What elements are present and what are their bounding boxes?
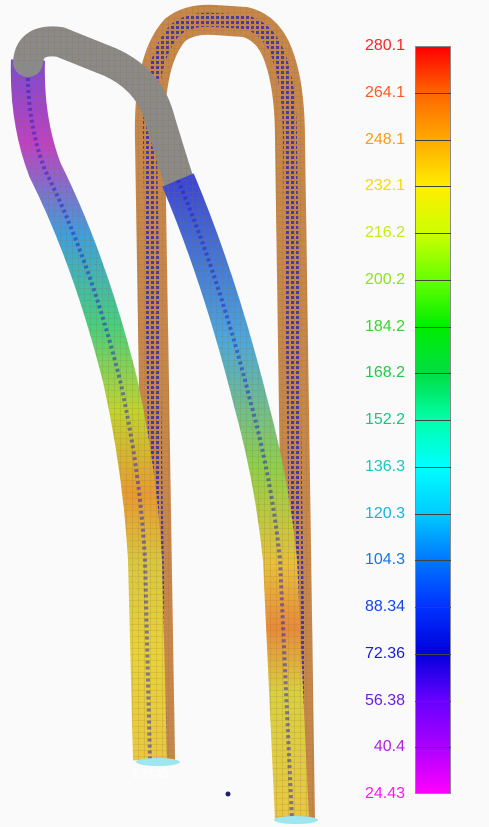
legend-label: 24.43 xyxy=(364,785,405,802)
legend-label: 56.38 xyxy=(364,691,405,709)
legend-label: 40.4 xyxy=(373,738,405,756)
legend-tick xyxy=(415,747,451,749)
legend-label: 264.1 xyxy=(364,83,405,101)
legend-label: 200.2 xyxy=(364,270,405,288)
legend-tick xyxy=(415,233,451,234)
legend-label: 104.3 xyxy=(364,551,405,569)
legend-tick xyxy=(415,513,451,515)
legend-label: 280.1 xyxy=(364,37,405,54)
stress-model: 12345 xyxy=(10,4,318,824)
node-label: 12345 xyxy=(132,766,168,781)
legend-tick xyxy=(415,653,451,655)
legend-tick xyxy=(415,466,451,468)
legend-tick xyxy=(415,607,451,608)
legend-label: 184.2 xyxy=(364,317,405,335)
legend-tick xyxy=(415,326,451,328)
legend-label: 216.2 xyxy=(364,224,405,241)
legend-label: 72.36 xyxy=(364,644,405,662)
back-tube xyxy=(134,4,315,821)
legend-label: 168.2 xyxy=(364,364,405,382)
legend-tick xyxy=(415,279,451,281)
legend-tick xyxy=(415,560,451,562)
front-tube-left xyxy=(10,59,167,761)
legend-label: 152.2 xyxy=(364,411,405,428)
legend-tick xyxy=(415,700,451,702)
legend-tick xyxy=(415,139,451,141)
legend-label: 120.3 xyxy=(364,504,405,522)
legend-label: 88.34 xyxy=(364,598,405,615)
legend-tick xyxy=(415,373,451,375)
legend-label: 248.1 xyxy=(364,130,405,148)
front-tube-right xyxy=(162,173,309,821)
right-base-cap xyxy=(274,816,318,824)
legend-tick xyxy=(415,92,451,94)
origin-marker xyxy=(225,791,231,797)
left-base-cap xyxy=(136,758,180,766)
legend-tick xyxy=(415,420,451,421)
front-tube-top xyxy=(13,26,200,215)
legend-label: 232.1 xyxy=(364,177,405,195)
legend-tick xyxy=(415,186,451,188)
legend-label: 136.3 xyxy=(364,457,405,475)
